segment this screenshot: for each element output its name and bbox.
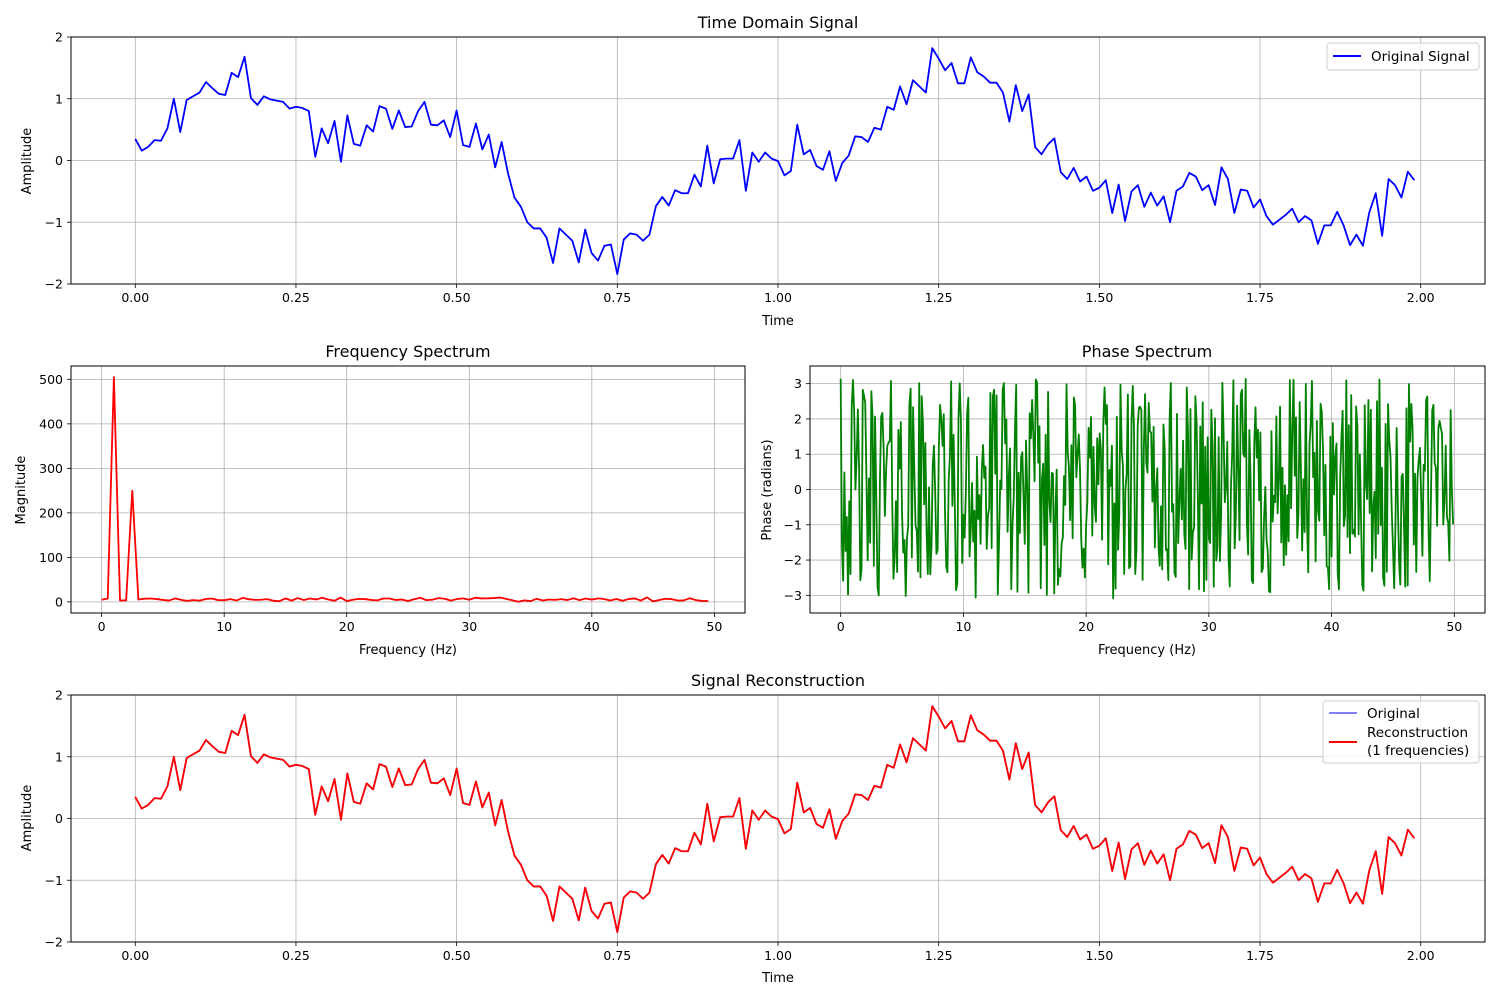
time-domain-lines bbox=[134, 47, 1416, 276]
y-tick-label: 2 bbox=[55, 30, 63, 45]
x-tick-label: 50 bbox=[706, 619, 722, 634]
signal-reconstruction-lines bbox=[134, 705, 1416, 934]
x-tick-label: 1.00 bbox=[764, 948, 792, 963]
frequency-spectrum-ylabel: Magnitude bbox=[14, 456, 29, 525]
time-domain-legend-box bbox=[1326, 42, 1480, 71]
y-tick-label: 300 bbox=[39, 461, 63, 476]
x-tick-label: 1.50 bbox=[1085, 948, 1113, 963]
x-tick-label: 0.75 bbox=[603, 948, 631, 963]
x-tick-label: 0.00 bbox=[121, 948, 149, 963]
y-tick-label: 500 bbox=[39, 372, 63, 387]
x-tick-label: 0.25 bbox=[282, 948, 310, 963]
phase-spectrum-panel: Phase Spectrum 0 10 20 30 40 50 −3 −2 −1 0 1 2 3 Fre… bbox=[760, 342, 1486, 658]
x-tick-label: 1.75 bbox=[1246, 948, 1274, 963]
signal-reconstruction-title: Signal Reconstruction bbox=[691, 671, 865, 690]
phase-spectrum-lines bbox=[839, 377, 1454, 600]
x-tick-label: 0.50 bbox=[443, 948, 471, 963]
y-tick-label: 1 bbox=[55, 749, 63, 764]
x-tick-label: 0 bbox=[98, 619, 106, 634]
series-line-phase bbox=[839, 377, 1454, 600]
y-tick-label: 1 bbox=[794, 447, 802, 462]
time-domain-xlabel: Time bbox=[761, 314, 794, 329]
y-tick-label: 400 bbox=[39, 416, 63, 431]
x-tick-label: 0.75 bbox=[603, 290, 631, 305]
y-tick-label: −1 bbox=[784, 517, 802, 532]
signal-reconstruction-legend-box bbox=[1322, 700, 1480, 764]
y-tick-label: −1 bbox=[45, 873, 63, 888]
y-tick-label: 3 bbox=[794, 376, 802, 391]
x-tick-label: 40 bbox=[584, 619, 600, 634]
phase-spectrum-ylabel: Phase (radians) bbox=[760, 439, 775, 540]
x-tick-label: 10 bbox=[216, 619, 232, 634]
series-line-original-signal bbox=[134, 47, 1416, 276]
y-tick-label: −1 bbox=[45, 215, 63, 230]
frequency-spectrum-title: Frequency Spectrum bbox=[325, 342, 490, 361]
y-tick-label: 2 bbox=[794, 411, 802, 426]
y-tick-label: −2 bbox=[45, 277, 63, 292]
phase-spectrum-ticks: 0 10 20 30 40 50 −3 −2 −1 0 1 2 3 bbox=[784, 376, 1463, 634]
x-tick-label: 1.25 bbox=[925, 948, 953, 963]
y-tick-label: 2 bbox=[55, 688, 63, 703]
x-tick-label: 10 bbox=[955, 619, 971, 634]
y-tick-label: 0 bbox=[55, 811, 63, 826]
signal-reconstruction-panel: Signal Reconstruction 0.00 0.25 0.50 0.75 1.… bbox=[20, 671, 1486, 986]
frequency-spectrum-lines bbox=[101, 376, 709, 603]
signal-reconstruction-xlabel: Time bbox=[761, 971, 794, 986]
series-line-magnitude bbox=[101, 376, 709, 603]
x-tick-label: 0 bbox=[837, 619, 845, 634]
y-tick-label: 0 bbox=[794, 482, 802, 497]
time-domain-title: Time Domain Signal bbox=[697, 13, 859, 32]
time-domain-legend: Original Signal bbox=[1326, 42, 1480, 71]
x-tick-label: 20 bbox=[1078, 619, 1094, 634]
frequency-spectrum-axes-frame bbox=[70, 365, 746, 614]
x-tick-label: 2.00 bbox=[1407, 290, 1435, 305]
x-tick-label: 1.00 bbox=[764, 290, 792, 305]
x-tick-label: 0.50 bbox=[443, 290, 471, 305]
x-tick-label: 20 bbox=[339, 619, 355, 634]
frequency-spectrum-grid bbox=[71, 366, 745, 613]
time-domain-panel: Time Domain Signal 0.00 0.25 0.50 0.75 1.00 1… bbox=[20, 13, 1486, 329]
x-tick-label: 30 bbox=[1201, 619, 1217, 634]
time-domain-ticks: 0.00 0.25 0.50 0.75 1.00 1.25 1.50 1.75 2.00 −2 −1… bbox=[45, 30, 1435, 306]
series-line-reconstruction-1-frequencies bbox=[134, 705, 1416, 934]
y-tick-label: 100 bbox=[39, 550, 63, 565]
frequency-spectrum-xlabel: Frequency (Hz) bbox=[359, 643, 457, 658]
time-domain-ylabel: Amplitude bbox=[20, 128, 35, 195]
y-tick-label: −2 bbox=[45, 935, 63, 950]
x-tick-label: 1.50 bbox=[1085, 290, 1113, 305]
legend-label-reconstruction: Reconstruction bbox=[1367, 725, 1468, 741]
signal-reconstruction-ticks: 0.00 0.25 0.50 0.75 1.00 1.25 1.50 1.75 2.00 −2 −1… bbox=[45, 688, 1435, 964]
x-tick-label: 50 bbox=[1446, 619, 1462, 634]
y-tick-label: 0 bbox=[55, 153, 63, 168]
signal-reconstruction-ylabel: Amplitude bbox=[20, 785, 35, 852]
y-tick-label: −2 bbox=[784, 553, 802, 568]
y-tick-label: −3 bbox=[784, 588, 802, 603]
y-tick-label: 200 bbox=[39, 505, 63, 520]
phase-spectrum-xlabel: Frequency (Hz) bbox=[1098, 643, 1196, 658]
x-tick-label: 40 bbox=[1324, 619, 1340, 634]
x-tick-label: 2.00 bbox=[1407, 948, 1435, 963]
legend-label-original-signal: Original Signal bbox=[1371, 49, 1470, 65]
x-tick-label: 1.75 bbox=[1246, 290, 1274, 305]
signal-reconstruction-legend: Original Reconstruction (1 frequencies) bbox=[1322, 700, 1480, 764]
phase-spectrum-title: Phase Spectrum bbox=[1082, 342, 1212, 361]
x-tick-label: 0.25 bbox=[282, 290, 310, 305]
x-tick-label: 0.00 bbox=[121, 290, 149, 305]
x-tick-label: 1.25 bbox=[925, 290, 953, 305]
legend-label-reconstruction-count: (1 frequencies) bbox=[1367, 743, 1469, 759]
y-tick-label: 0 bbox=[55, 594, 63, 609]
frequency-spectrum-panel: Frequency Spectrum 0 10 20 30 40 500100200300… bbox=[14, 342, 746, 658]
x-tick-label: 30 bbox=[461, 619, 477, 634]
y-tick-label: 1 bbox=[55, 91, 63, 106]
legend-label-original: Original bbox=[1367, 706, 1420, 722]
